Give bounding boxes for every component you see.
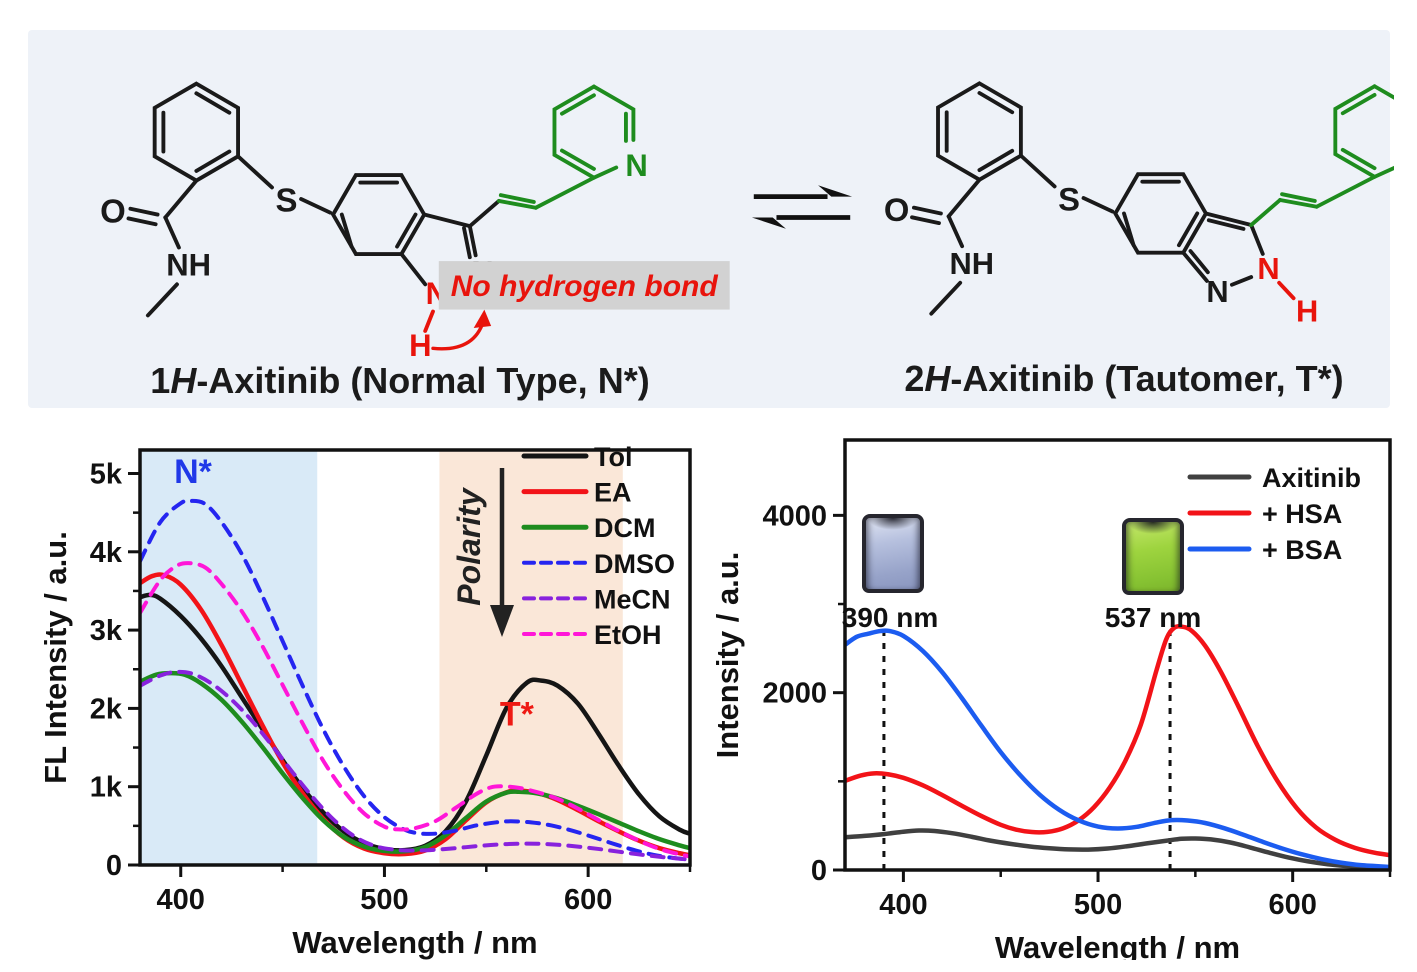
amide-nh-label: NH	[949, 246, 994, 281]
right-molecule-block: O NH S N	[854, 30, 1394, 408]
pyrazole-n2-label: N	[1257, 251, 1279, 286]
equilibrium-column	[750, 30, 854, 408]
y-tick-label: 4000	[762, 500, 827, 532]
marker-label-537nm: 537 nm	[1104, 602, 1202, 633]
series-line-EtOH	[140, 561, 690, 859]
pyrazole-n1-label: N	[1206, 274, 1228, 309]
title-rest: -Axitinib (Normal Type, N*)	[196, 360, 650, 401]
y-tick-label: 2k	[90, 693, 123, 725]
polarity-label: Polarity	[451, 486, 487, 606]
marker-label-390nm: 390 nm	[841, 602, 939, 633]
pyridine-n-label: N	[625, 148, 647, 183]
tautomer-scheme-panel: O NH S	[28, 30, 1394, 408]
solvent-emission-chart: 400 500 600 0 1k 2k 3k 4k 5k Wavelength / nm FL In…	[38, 430, 700, 960]
series-line-DCM	[140, 670, 690, 854]
molecule-1h-axitinib: O NH S	[100, 81, 730, 360]
series-line-+ HSA	[845, 624, 1390, 858]
annotation-T*: T*	[500, 696, 535, 734]
right-molecule-title: 2H-Axitinib (Tautomer, T*)	[904, 358, 1343, 400]
series-line-+ BSA	[845, 628, 1390, 870]
y-axis-label: Intensity / a.u.	[710, 552, 745, 759]
x-axis-label: Wavelength / nm	[995, 930, 1240, 960]
plot-border	[138, 448, 692, 867]
left-molecule-block: O NH S	[50, 30, 750, 408]
chart-left-svg: 400 500 600 0 1k 2k 3k 4k 5k Wavelength / nm FL In…	[38, 442, 692, 960]
y-tick-label: 2000	[762, 678, 827, 710]
oxygen-label: O	[884, 191, 909, 228]
arrowhead-icon	[473, 309, 492, 328]
molecule-2h-axitinib: O NH S N	[884, 81, 1394, 328]
thioether-link: S	[1018, 153, 1115, 218]
n1-hydrogen-label: H	[409, 328, 431, 360]
legend-label-EA: EA	[594, 478, 632, 508]
equilibrium-arrow-icon	[751, 185, 853, 229]
vinyl-bridge	[467, 175, 596, 229]
amide-group: O NH	[884, 177, 994, 316]
polarity-arrowhead-icon	[490, 605, 514, 637]
y-axis-label: FL Intensity / a.u.	[40, 531, 73, 784]
benzene-ring	[152, 81, 240, 183]
series-line-MeCN	[140, 669, 690, 862]
legend-label-+ HSA: + HSA	[1262, 499, 1342, 529]
plot-border	[843, 438, 1392, 872]
n2-hydrogen-label: H	[1296, 293, 1318, 328]
x-axis-label: Wavelength / nm	[292, 925, 537, 960]
no-hydrogen-bond-text: No hydrogen bond	[451, 270, 719, 303]
legend-label-MeCN: MeCN	[594, 584, 671, 614]
pyridine-ring: N	[552, 84, 648, 183]
legend-label-+ BSA: + BSA	[1262, 535, 1342, 565]
title-number: 2	[904, 358, 925, 399]
legend-label-DCM: DCM	[594, 513, 656, 543]
x-tick-label: 500	[1074, 889, 1122, 921]
y-tick-label: 3k	[90, 615, 123, 647]
chart-right-svg: 400 500 600 0 2000 4000 Wavelength / nm Intensi…	[710, 438, 1392, 965]
cuvette-photo-390nm	[862, 514, 924, 593]
x-tick-label: 400	[157, 884, 205, 916]
title-h-italic: H	[924, 358, 951, 399]
title-rest: -Axitinib (Tautomer, T*)	[950, 358, 1344, 399]
amide-group: O NH	[100, 178, 211, 318]
sulfur-label: S	[1058, 181, 1080, 218]
x-tick-label: 600	[1268, 889, 1316, 921]
legend-label-EtOH: EtOH	[594, 620, 662, 650]
y-tick-label: 0	[811, 855, 827, 887]
benzene-ring	[936, 81, 1023, 182]
charts-row: 400 500 600 0 1k 2k 3k 4k 5k Wavelength / nm FL In…	[0, 430, 1417, 972]
y-tick-label: 1k	[90, 772, 123, 804]
annotation-N*: N*	[174, 453, 213, 491]
sulfur-label: S	[276, 182, 298, 219]
series-line-Axitinib	[845, 828, 1390, 870]
series-line-DMSO	[140, 498, 690, 862]
x-tick-label: 500	[360, 884, 408, 916]
legend-label-Axitinib: Axitinib	[1262, 463, 1361, 493]
amide-nh-label: NH	[166, 248, 211, 283]
legend-label-DMSO: DMSO	[594, 549, 675, 579]
thioether-link: S	[236, 154, 333, 219]
x-tick-label: 600	[564, 884, 612, 916]
left-molecule-title: 1H-Axitinib (Normal Type, N*)	[150, 360, 649, 402]
pyridine-ring: N	[1333, 84, 1394, 180]
title-h-italic: H	[170, 360, 197, 401]
oxygen-label: O	[100, 192, 126, 229]
no-hydrogen-bond-callout: No hydrogen bond	[431, 261, 730, 351]
protein-binding-chart: 400 500 600 0 2000 4000 Wavelength / nm Intensi…	[710, 430, 1400, 965]
cuvette-photo-537nm	[1122, 518, 1184, 595]
y-tick-label: 0	[106, 850, 122, 882]
legend-label-Tol: Tol	[594, 442, 632, 472]
vinyl-bridge	[1249, 174, 1377, 227]
y-tick-label: 4k	[90, 537, 123, 569]
y-tick-label: 5k	[90, 458, 123, 490]
indazole-ring: N N H	[1113, 172, 1318, 328]
x-tick-label: 400	[879, 889, 927, 921]
title-number: 1	[150, 360, 171, 401]
